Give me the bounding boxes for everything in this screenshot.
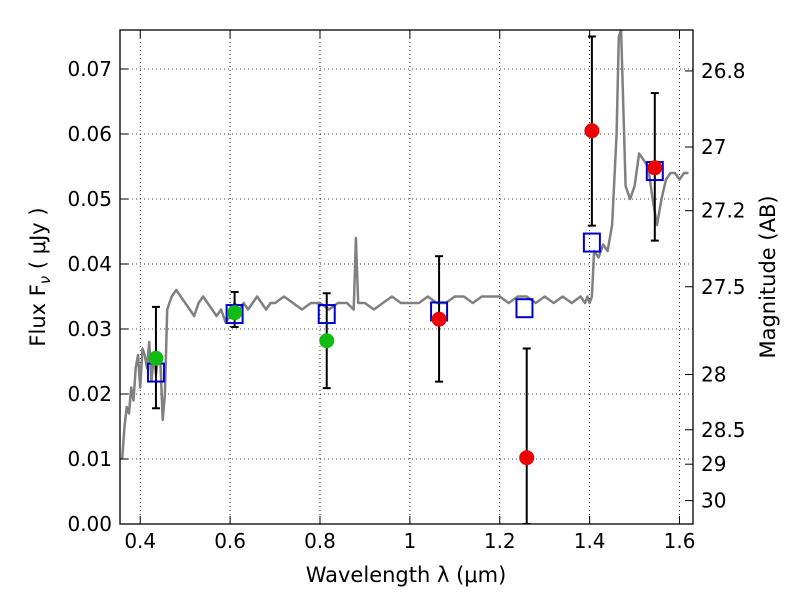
axis-ticks: 0.4 0.6 0.8 1 1.2 1.4 1.6 0.00 0.01 0.02 0.03 0.04 0… <box>67 30 746 553</box>
y-tick-label: 0.03 <box>67 317 112 341</box>
right-axis-label: Magnitude (AB) <box>756 195 780 358</box>
spectrum-line <box>120 30 689 460</box>
x-tick-label: 1.2 <box>484 529 516 553</box>
right-tick-label: 27 <box>701 135 726 159</box>
plot-area <box>120 30 689 524</box>
x-tick-label: 1.6 <box>664 529 696 553</box>
model-point <box>582 232 601 253</box>
y-tick-label: 0.04 <box>67 252 112 276</box>
data-point-red <box>431 311 447 327</box>
right-tick-label: 28 <box>701 363 726 387</box>
x-tick-label: 0.6 <box>214 529 246 553</box>
right-tick-label: 26.8 <box>701 59 746 83</box>
right-tick-label: 27.5 <box>701 275 746 299</box>
data-point-red <box>584 123 600 139</box>
y-tick-label: 0.02 <box>67 382 112 406</box>
y-tick-label: 0.01 <box>67 447 112 471</box>
right-tick-label: 27.2 <box>701 199 746 223</box>
x-tick-label: 0.4 <box>124 529 156 553</box>
x-tick-label: 1.4 <box>574 529 606 553</box>
y-tick-label: 0.05 <box>67 187 112 211</box>
y-tick-label: 0.07 <box>67 57 112 81</box>
y-axis-label-unit: ( μJy ) <box>26 207 50 275</box>
data-point-green <box>148 350 164 366</box>
right-tick-label: 30 <box>701 489 726 513</box>
data-point-green <box>319 333 335 349</box>
model-point <box>317 304 336 325</box>
x-tick-label: 0.8 <box>304 529 336 553</box>
grid-lines <box>120 30 693 524</box>
y-tick-label: 0.00 <box>67 512 112 536</box>
data-point-red <box>647 160 663 176</box>
model-point <box>225 304 244 325</box>
data-point-green <box>227 305 243 321</box>
y-axis-label: Flux Fν ( μJy ) <box>26 207 54 346</box>
y-axis-label-main: Flux F <box>26 284 50 346</box>
y-axis-label-sub: ν <box>36 276 54 284</box>
data-point-red <box>519 450 535 466</box>
x-axis-label: Wavelength λ (μm) <box>306 563 507 587</box>
right-tick-label: 28.5 <box>701 418 746 442</box>
model-point <box>515 298 534 319</box>
plot-frame <box>119 29 694 525</box>
x-tick-label: 1 <box>404 529 417 553</box>
right-tick-label: 29 <box>701 452 726 476</box>
y-tick-label: 0.06 <box>67 122 112 146</box>
